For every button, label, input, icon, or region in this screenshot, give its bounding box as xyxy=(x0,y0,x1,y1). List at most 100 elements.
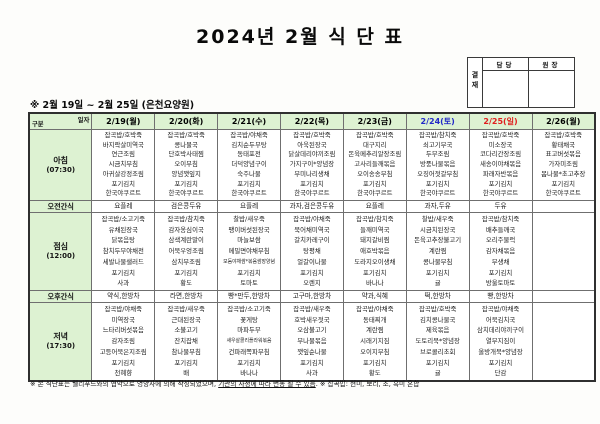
menu-item: 삼색계란말이 xyxy=(168,236,204,245)
menu-item: 잡곡밥/참치죽 xyxy=(167,215,205,224)
menu-item: 토마토 xyxy=(240,279,258,288)
snack-item: 요플레 xyxy=(239,202,259,210)
menu-item: 포기김치 xyxy=(425,358,450,367)
row-label-text: 오후간식 xyxy=(47,292,74,301)
menu-item: 포기김치 xyxy=(363,268,387,277)
approval-col-staff: 담당 xyxy=(482,57,529,71)
menu-cell: 찰밥/새우죽 팽이버섯된장국 마늘보쌈 메밀면야채무침 모둠야채쌈*볶음쌈장양념 포기김치… xyxy=(217,212,281,291)
menu-cell: 잡곡밥/호박죽 콩나물국 단호박사태찜 오이무침 양념깻잎지 포기김치 한국야쿠르트 xyxy=(154,129,219,201)
date-header: 2/20(화) xyxy=(154,112,219,130)
snack-item: 빵,한방차 xyxy=(487,292,514,300)
menu-item: 소불고기 xyxy=(174,326,198,335)
menu-cell: 약과,식혜 xyxy=(342,290,407,303)
menu-item: 아귀살강정조림 xyxy=(102,169,144,178)
menu-item: 봄나물*초고추장 xyxy=(541,169,586,178)
menu-item: 대구지리 xyxy=(363,140,387,149)
date-range-subtitle: ※ 2월 19일 ~ 2월 25일 (은천요양원) xyxy=(30,100,195,111)
row-label-am_snack: 오전간식 xyxy=(28,200,93,213)
menu-item: 제육볶음 xyxy=(425,326,450,335)
date-label: 2/26(월) xyxy=(546,117,581,126)
menu-item: 오삼불고기 xyxy=(297,326,327,335)
menu-cell: 잡곡밥/소고기죽 유채된장국 닭볶음탕 참치두부야채전 세발나물샐러드 포기김치 사과 xyxy=(91,212,156,291)
menu-item: 가자미조림 xyxy=(548,160,578,169)
menu-item: 포기김치 xyxy=(237,268,261,277)
date-label: 2/19(월) xyxy=(106,117,141,126)
menu-item: 무나물볶음 xyxy=(297,337,327,346)
page-title: 2024년 2월 식 단 표 xyxy=(196,26,404,48)
menu-item: 바나나 xyxy=(365,279,384,288)
date-header: 2/23(금) xyxy=(342,112,407,130)
menu-item: 한국야쿠르트 xyxy=(420,189,456,198)
menu-item: 포기김치 xyxy=(488,179,513,188)
menu-item: 귤 xyxy=(434,279,441,288)
menu-item: 포기김치 xyxy=(174,358,198,367)
menu-cell: 잡곡밥/참치죽 배추들깨국 오리주물럭 감자채볶음 무생채 포기김치 방울토마토 xyxy=(468,212,533,291)
menu-item: 오렌지 xyxy=(303,279,321,288)
row-label-text: 점심 xyxy=(53,242,69,252)
menu-item: 새우살콜리플라워볶음 xyxy=(226,338,272,345)
menu-item: 잡곡밥/호박죽 xyxy=(356,131,394,140)
menu-item: 삼치데리야끼구이 xyxy=(477,326,525,335)
menu-item: 새송이야채볶음 xyxy=(479,160,522,169)
menu-item: 단호박사태찜 xyxy=(168,150,204,159)
menu-cell: 떡,한방차 xyxy=(405,290,470,303)
menu-item: 동태포전 xyxy=(237,150,261,159)
menu-item: 포기김치 xyxy=(111,179,136,188)
menu-item: 한국야쿠르트 xyxy=(545,189,581,198)
menu-item: 세발나물샐러드 xyxy=(102,257,144,266)
menu-item: 천혜향 xyxy=(114,369,133,378)
menu-item: 오이송송무침 xyxy=(357,169,393,178)
menu-item: 애호박볶음 xyxy=(360,247,390,256)
menu-item: 잡곡밥/야채죽 xyxy=(230,131,268,140)
menu-item: 시래기지짐 xyxy=(360,337,390,346)
snack-item: 검은콩두유 xyxy=(171,202,202,210)
menu-item: 한국야쿠르트 xyxy=(168,189,204,198)
menu-item: 표고버섯볶음 xyxy=(545,150,581,159)
snack-item: 약과,식혜 xyxy=(361,292,388,300)
snack-item: 두유 xyxy=(494,202,507,210)
menu-item: 열무지짐이 xyxy=(485,337,516,346)
menu-item: 계란찜 xyxy=(428,247,447,256)
menu-cell xyxy=(531,200,596,213)
snack-item: 빵*만두,한방차 xyxy=(228,292,270,300)
date-header: 2/22(목) xyxy=(280,112,344,130)
menu-item: 참치두부야채전 xyxy=(102,247,144,256)
menu-item: 김치콩나물국 xyxy=(420,315,456,324)
menu-item: 잡곡밥/호박죽 xyxy=(104,131,143,140)
snack-item: 떡,한방차 xyxy=(424,292,451,300)
menu-item: 포기김치 xyxy=(488,358,513,367)
row-label-breakfast: 아침 (07:30) xyxy=(28,129,93,201)
menu-item: 김치순두부탕 xyxy=(231,140,267,149)
menu-cell xyxy=(531,290,596,303)
menu-cell: 찰밥/새우죽 시금치된장국 돈육고추장불고기 계란찜 콩나물무침 포기김치 귤 xyxy=(405,212,470,291)
menu-item: 미역장국 xyxy=(111,315,136,324)
corner-category-label: 구분 xyxy=(32,121,44,128)
menu-item: 잡곡밥/새우죽 xyxy=(293,305,331,314)
snack-item: 요플레 xyxy=(114,202,133,210)
menu-cell: 잡곡밥/야채죽 미역장국 느타리버섯볶음 감자조림 고등어묵은지조림 포기김치 천혜향 xyxy=(91,302,156,382)
menu-cell: 잡곡밥/호박죽 바지락살미역국 연근조림 시금치무침 아귀살강정조림 포기김치 한국야쿠르트 xyxy=(91,129,156,201)
row-label-lunch: 점심 (12:00) xyxy=(28,212,93,291)
menu-item: 참나물무침 xyxy=(171,347,201,356)
menu-item: 잡곡밥/새우죽 xyxy=(167,305,205,314)
date-label: 2/22(목) xyxy=(294,117,330,126)
menu-item: 돈육메추리알장조림 xyxy=(348,150,402,159)
snack-item: 약식,한방차 xyxy=(107,292,140,300)
date-header: 2/24(토) xyxy=(405,112,470,130)
date-label: 2/25(일) xyxy=(483,117,518,126)
menu-item: 포기김치 xyxy=(300,358,324,367)
menu-item: 포기김치 xyxy=(425,268,450,277)
menu-item: 코다리간장조림 xyxy=(479,150,522,159)
menu-item: 귤 xyxy=(434,369,441,378)
menu-item: 잡곡밥/야채죽 xyxy=(104,305,143,314)
menu-item: 사과 xyxy=(117,279,130,288)
menu-item: 더덕양념구이 xyxy=(231,160,267,169)
menu-item: 잡곡밥/야채죽 xyxy=(356,305,394,314)
row-label-text: 오전간식 xyxy=(47,202,74,211)
menu-item: 느타리버섯볶음 xyxy=(102,326,144,335)
menu-item: 시금치된장국 xyxy=(420,225,456,234)
menu-cell: 요플레 xyxy=(342,200,407,213)
corner-date-label: 일자 xyxy=(77,117,90,124)
menu-cell: 잡곡밥/새우죽 호박새우젓국 오삼불고기 무나물볶음 깻잎순나물 포기김치 사과 xyxy=(280,302,344,382)
menu-item: 근대된장국 xyxy=(171,315,201,324)
